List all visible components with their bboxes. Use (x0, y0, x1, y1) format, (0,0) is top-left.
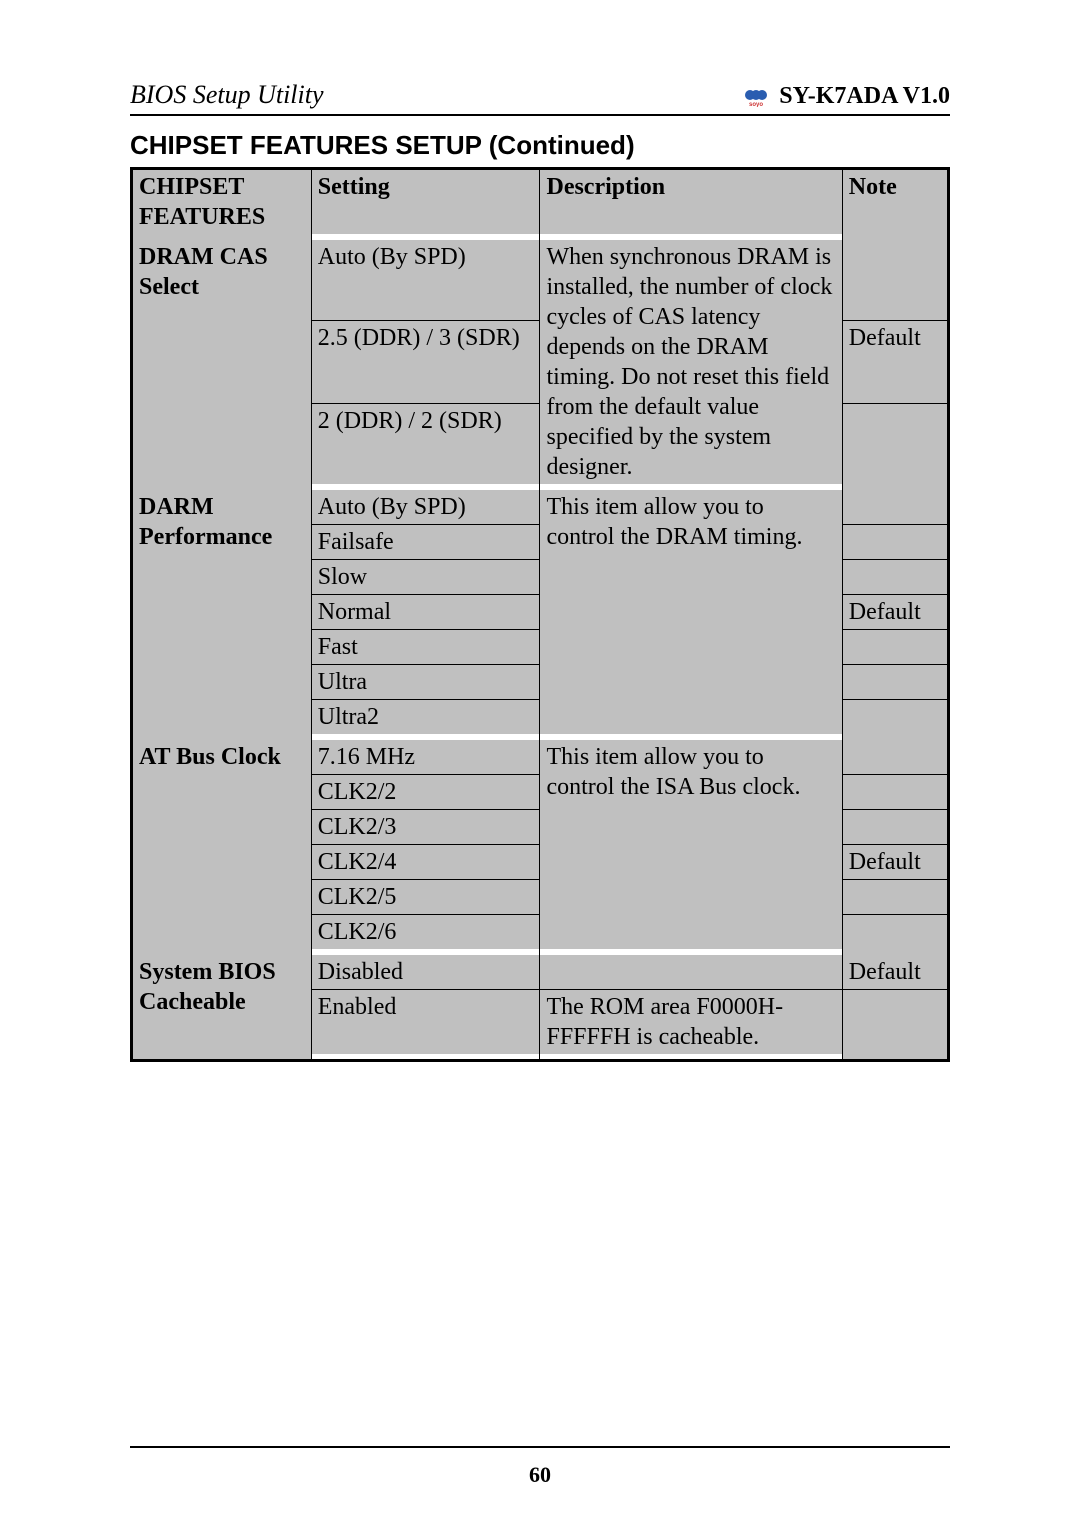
setting-cell: CLK2/3 (311, 810, 540, 845)
note-cell (842, 560, 948, 595)
table-row: AT Bus Clock 7.16 MHz This item allow yo… (132, 740, 949, 775)
note-cell (842, 525, 948, 560)
soyo-logo-icon: soyo (741, 87, 771, 107)
setting-cell: Ultra2 (311, 700, 540, 735)
page-number: 60 (0, 1462, 1080, 1488)
note-cell (842, 775, 948, 810)
setting-cell: Auto (By SPD) (311, 240, 540, 321)
note-cell (842, 915, 948, 950)
table-row: DARM Performance Auto (By SPD) This item… (132, 490, 949, 525)
note-cell (842, 240, 948, 321)
header-right: soyo SY-K7ADA V1.0 (741, 83, 950, 110)
note-cell (842, 880, 948, 915)
setting-cell: 2 (DDR) / 2 (SDR) (311, 403, 540, 484)
note-cell (842, 700, 948, 735)
note-cell (842, 810, 948, 845)
description-cell (540, 955, 842, 990)
setting-cell: Auto (By SPD) (311, 490, 540, 525)
note-cell: Default (842, 955, 948, 990)
feature-cell: AT Bus Clock (132, 740, 312, 949)
footer-rule (130, 1446, 950, 1448)
note-cell (842, 490, 948, 525)
setting-cell: Normal (311, 595, 540, 630)
description-cell: This item allow you to control the DRAM … (540, 490, 842, 734)
setting-cell: Disabled (311, 955, 540, 990)
setting-cell: 7.16 MHz (311, 740, 540, 775)
setting-cell: 2.5 (DDR) / 3 (SDR) (311, 321, 540, 403)
col-description: Description (540, 169, 842, 235)
feature-cell: DARM Performance (132, 490, 312, 734)
description-cell: When synchronous DRAM is installed, the … (540, 240, 842, 484)
setting-cell: Failsafe (311, 525, 540, 560)
setting-cell: Slow (311, 560, 540, 595)
setting-cell: Fast (311, 630, 540, 665)
group-separator (132, 1054, 949, 1060)
chipset-features-table: CHIPSET FEATURES Setting Description Not… (130, 167, 950, 1062)
col-note: Note (842, 169, 948, 235)
setting-cell: Ultra (311, 665, 540, 700)
header-left-title: BIOS Setup Utility (130, 80, 324, 110)
table-row: DRAM CAS Select Auto (By SPD) When synch… (132, 240, 949, 321)
setting-cell: CLK2/4 (311, 845, 540, 880)
note-cell: Default (842, 321, 948, 403)
section-title: CHIPSET FEATURES SETUP (Continued) (130, 130, 950, 161)
col-setting: Setting (311, 169, 540, 235)
page-header: BIOS Setup Utility soyo SY-K7ADA V1.0 (130, 80, 950, 116)
col-feature: CHIPSET FEATURES (132, 169, 312, 235)
note-cell (842, 990, 948, 1055)
feature-cell: DRAM CAS Select (132, 240, 312, 484)
note-cell (842, 740, 948, 775)
table-header-row: CHIPSET FEATURES Setting Description Not… (132, 169, 949, 235)
note-cell: Default (842, 845, 948, 880)
setting-cell: CLK2/5 (311, 880, 540, 915)
note-cell (842, 630, 948, 665)
header-model: SY-K7ADA V1.0 (779, 83, 950, 110)
setting-cell: Enabled (311, 990, 540, 1055)
svg-text:soyo: soyo (749, 102, 763, 107)
setting-cell: CLK2/2 (311, 775, 540, 810)
note-cell (842, 665, 948, 700)
description-cell: The ROM area F0000H-FFFFFH is cacheable. (540, 990, 842, 1055)
note-cell: Default (842, 595, 948, 630)
table-row: System BIOS Cacheable Disabled Default (132, 955, 949, 990)
description-cell: This item allow you to control the ISA B… (540, 740, 842, 949)
note-cell (842, 403, 948, 484)
feature-cell: System BIOS Cacheable (132, 955, 312, 1054)
setting-cell: CLK2/6 (311, 915, 540, 950)
